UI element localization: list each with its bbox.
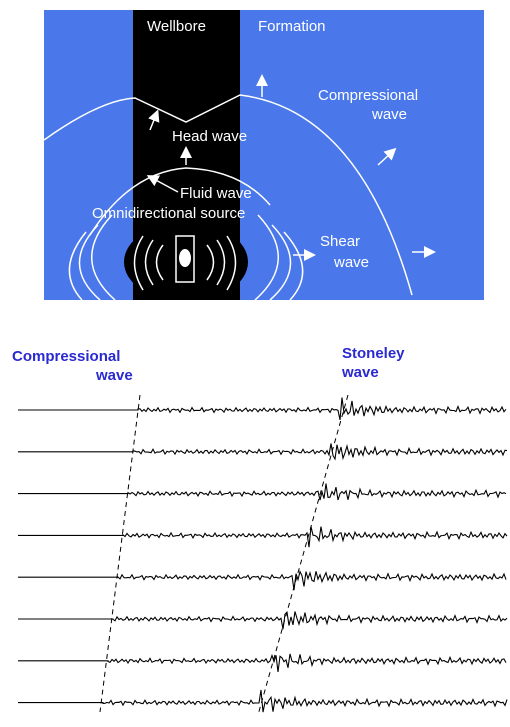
label: wave bbox=[95, 367, 133, 384]
label: Shear bbox=[320, 233, 360, 250]
page: Wellbore Formation Compressional wave He… bbox=[0, 0, 510, 727]
label: Wellbore bbox=[147, 18, 206, 35]
waveform-trace bbox=[18, 571, 506, 590]
waveform-trace bbox=[18, 654, 506, 672]
label: wave bbox=[341, 364, 379, 381]
label: wave bbox=[333, 254, 369, 271]
label: Head wave bbox=[172, 128, 247, 145]
label: Compressional bbox=[318, 87, 418, 104]
formation-area bbox=[44, 10, 484, 300]
compressional-moveout bbox=[100, 395, 140, 712]
label: wave bbox=[371, 106, 407, 123]
label: Formation bbox=[258, 18, 326, 35]
wellbore-diagram: Wellbore Formation Compressional wave He… bbox=[44, 10, 484, 302]
stoneley-moveout bbox=[258, 395, 348, 715]
label: Compressional bbox=[12, 348, 120, 365]
waveform-panel: Compressional wave Stoneley wave bbox=[12, 345, 507, 715]
waveform-trace bbox=[18, 612, 507, 630]
waveform-trace bbox=[18, 484, 506, 501]
waveform-trace bbox=[18, 398, 506, 420]
waveform-trace bbox=[18, 444, 507, 460]
waveform-trace bbox=[18, 527, 507, 548]
label: Fluid wave bbox=[180, 185, 252, 202]
label: Omnidirectional source bbox=[92, 205, 245, 222]
label: Stoneley bbox=[342, 345, 405, 362]
waveform-trace bbox=[18, 690, 507, 712]
source-point bbox=[179, 249, 191, 267]
